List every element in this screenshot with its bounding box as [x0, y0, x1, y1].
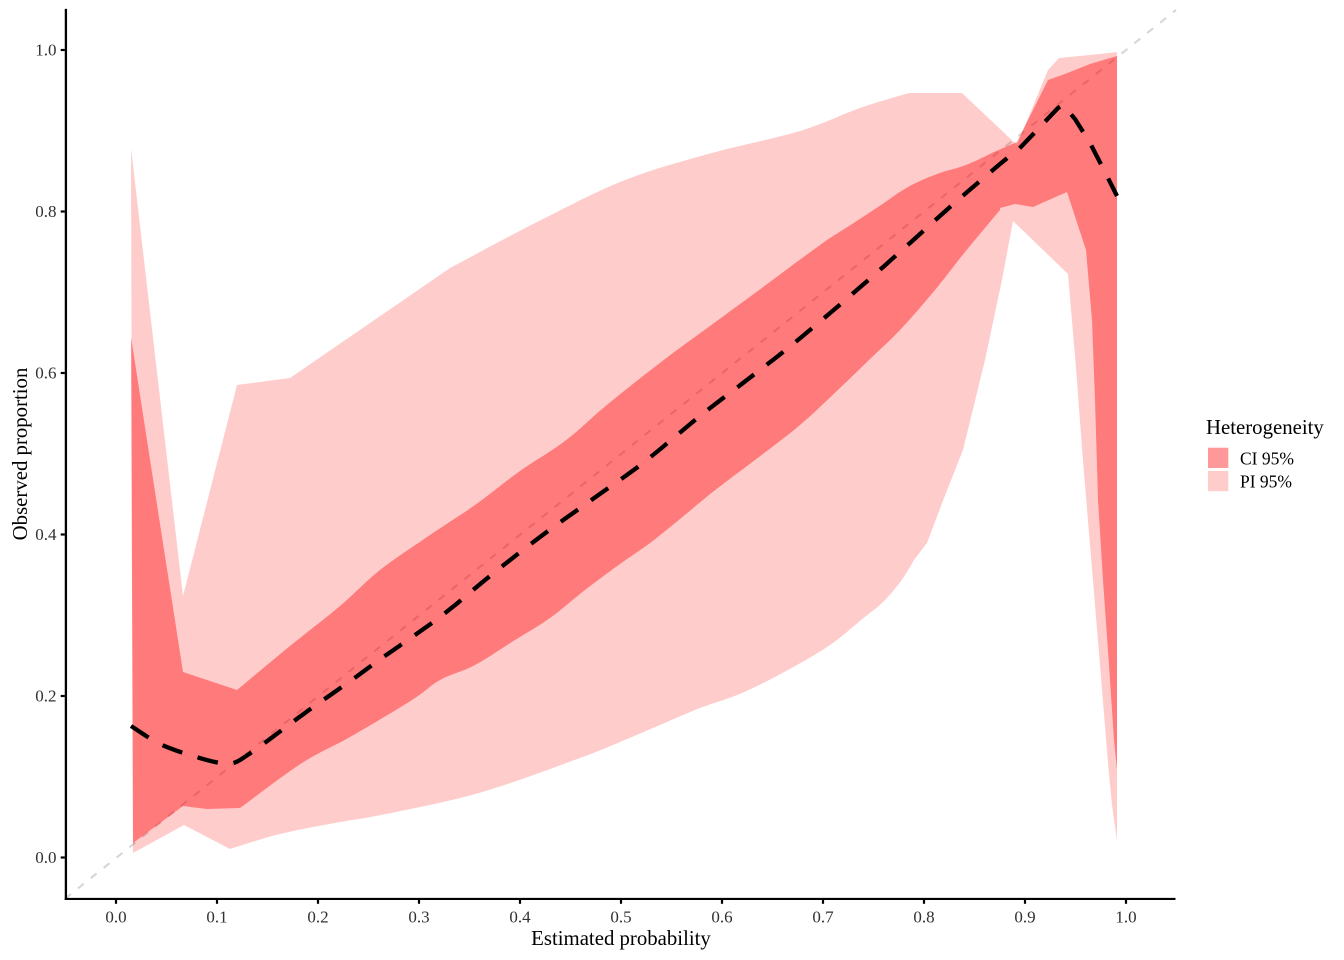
- svg-text:0.6: 0.6: [711, 908, 732, 927]
- svg-text:0.8: 0.8: [913, 908, 934, 927]
- svg-text:Heterogeneity: Heterogeneity: [1206, 416, 1324, 439]
- svg-text:0.0: 0.0: [35, 848, 56, 867]
- svg-text:0.0: 0.0: [105, 908, 126, 927]
- svg-text:CI 95%: CI 95%: [1240, 449, 1294, 469]
- svg-text:0.3: 0.3: [408, 908, 429, 927]
- svg-text:0.9: 0.9: [1014, 908, 1035, 927]
- svg-text:0.4: 0.4: [509, 908, 531, 927]
- svg-text:0.1: 0.1: [206, 908, 227, 927]
- svg-text:Observed proportion: Observed proportion: [9, 367, 32, 540]
- svg-text:Estimated probability: Estimated probability: [531, 927, 711, 950]
- svg-text:0.5: 0.5: [610, 908, 631, 927]
- svg-text:0.2: 0.2: [307, 908, 328, 927]
- svg-text:0.8: 0.8: [35, 202, 56, 221]
- svg-text:0.7: 0.7: [812, 908, 834, 927]
- svg-text:0.6: 0.6: [35, 364, 56, 383]
- svg-text:PI 95%: PI 95%: [1240, 472, 1292, 492]
- svg-text:1.0: 1.0: [1115, 908, 1136, 927]
- svg-text:1.0: 1.0: [35, 41, 56, 60]
- svg-text:0.2: 0.2: [35, 687, 56, 706]
- svg-text:0.4: 0.4: [35, 525, 57, 544]
